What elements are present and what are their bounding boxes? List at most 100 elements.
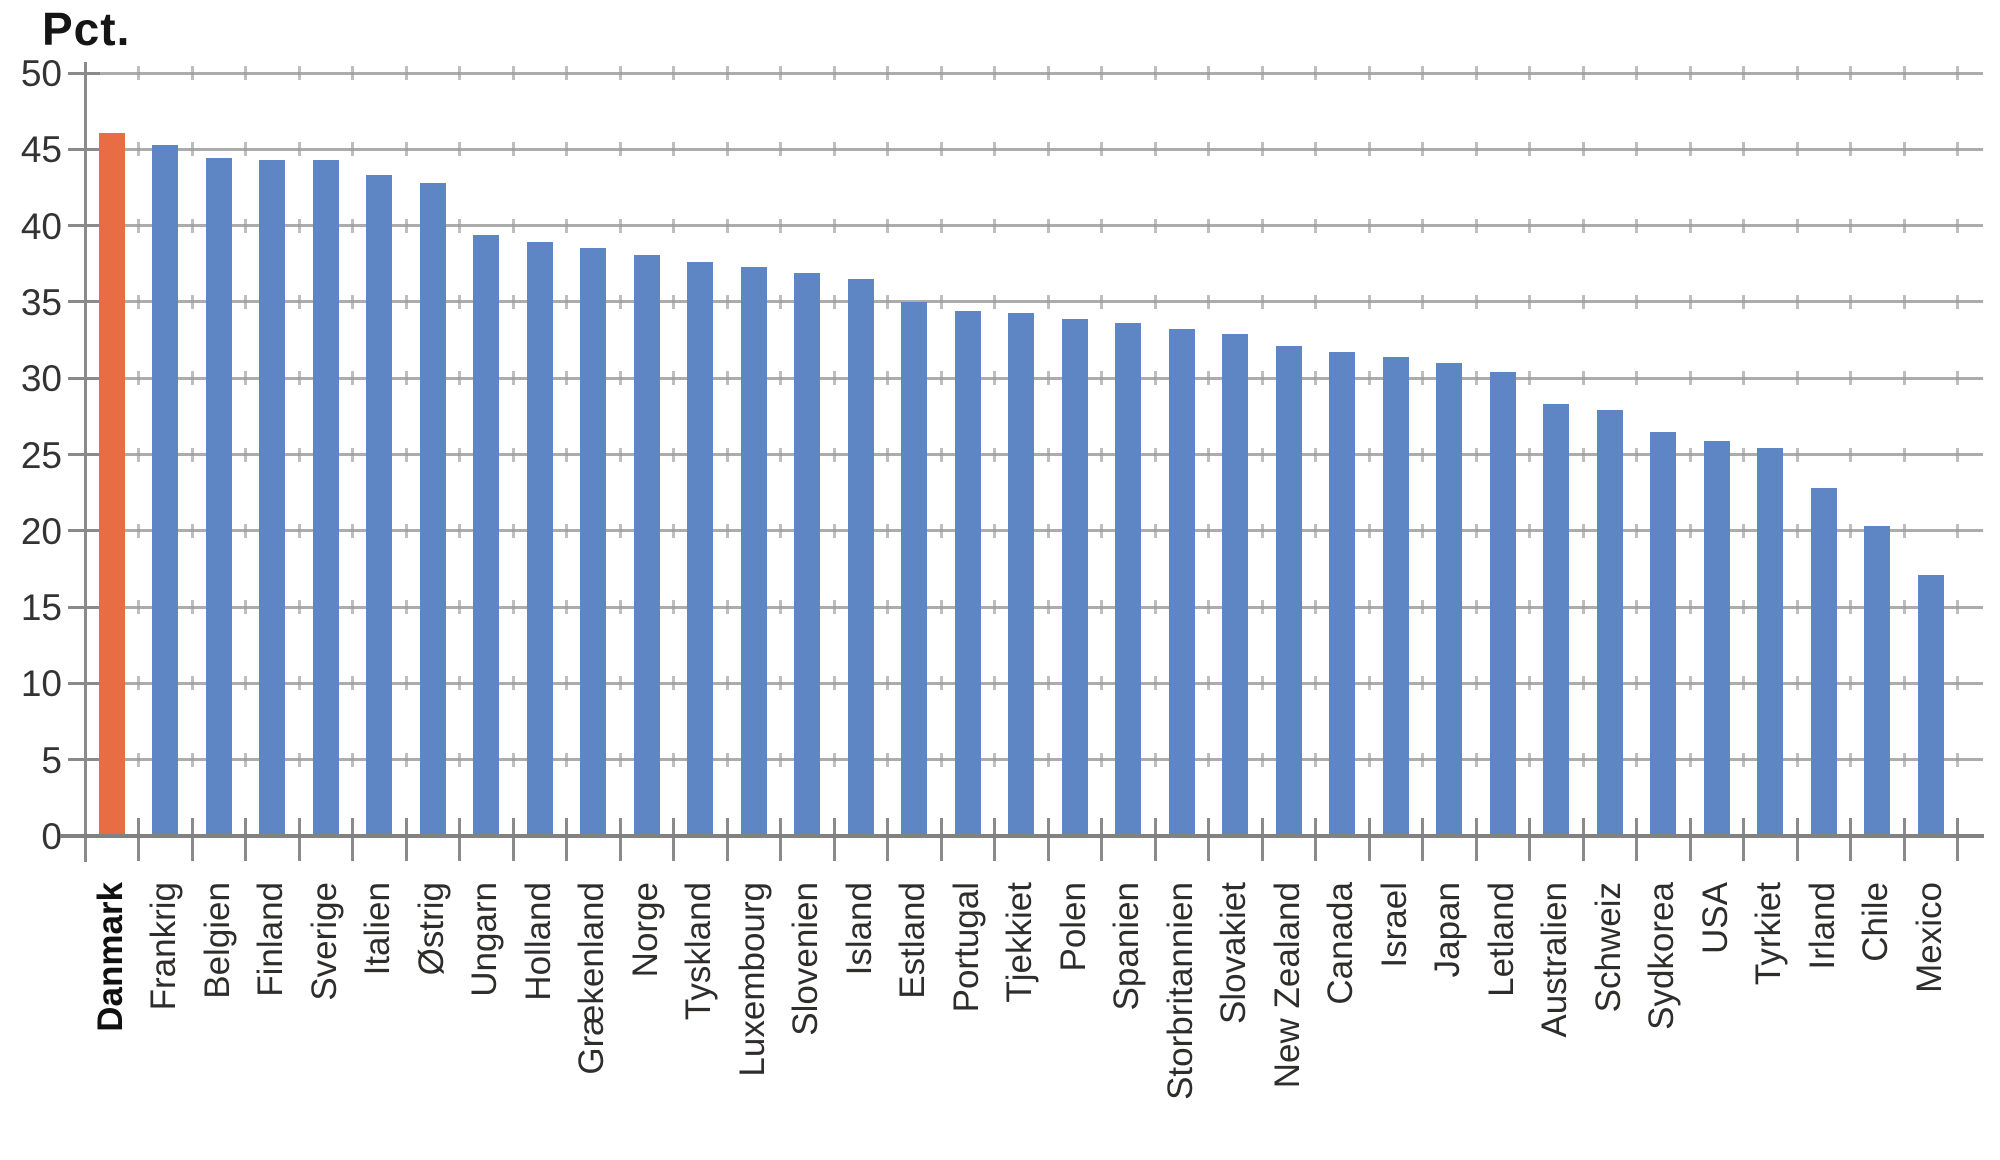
gridline-tick	[1314, 218, 1317, 233]
gridline-tick	[404, 447, 408, 462]
gridline-tick	[1849, 523, 1852, 538]
gridline-tick	[404, 66, 408, 80]
gridline-tick	[1528, 294, 1531, 309]
gridline-tick	[725, 142, 729, 157]
gridline-tick	[832, 371, 836, 386]
gridline-tick	[832, 294, 836, 309]
gridline-tick	[779, 523, 782, 538]
gridline-tick	[1260, 371, 1264, 386]
gridline-tick	[1367, 523, 1371, 538]
gridline-tick	[886, 142, 889, 157]
gridline-tick	[1046, 294, 1050, 309]
x-axis-label-canada: Canada	[1321, 882, 1361, 1005]
bar-polen	[1061, 318, 1088, 836]
gridline-tick	[565, 294, 568, 309]
gridline-tick	[1421, 142, 1424, 157]
x-axis-tick	[351, 818, 354, 861]
gridline-tick	[993, 523, 996, 538]
x-axis-tick	[565, 818, 568, 861]
gridline-tick	[190, 752, 194, 767]
gridline-tick	[1956, 371, 1959, 386]
gridline-tick	[1260, 676, 1264, 691]
gridline-35	[85, 300, 1983, 304]
gridline-tick	[1260, 447, 1264, 462]
gridline-tick	[1528, 600, 1531, 615]
y-axis-tick-label-15: 15	[20, 587, 62, 629]
x-axis-tick	[1153, 818, 1157, 861]
x-axis-label-schweiz: Schweiz	[1588, 882, 1628, 1013]
bar-finland	[259, 159, 286, 836]
gridline-tick	[1956, 66, 1959, 80]
x-axis-label-chile: Chile	[1856, 882, 1896, 962]
gridline-tick	[244, 218, 247, 233]
gridline-tick	[190, 447, 194, 462]
gridline-tick	[618, 371, 622, 386]
bar-japan	[1436, 362, 1463, 836]
gridline-tick	[244, 447, 247, 462]
gridline-tick	[137, 294, 140, 309]
gridline-tick	[993, 371, 996, 386]
x-axis-label-storbritannien: Storbritannien	[1160, 882, 1200, 1100]
gridline-tick	[1635, 523, 1638, 538]
x-axis-tick	[1046, 818, 1050, 861]
bar-new-zealand	[1275, 346, 1302, 836]
x-axis-label-tjekkiet: Tjekkiet	[1000, 882, 1040, 1003]
gridline-tick	[1528, 66, 1531, 80]
gridline-tick	[1849, 218, 1852, 233]
gridline-tick	[1153, 294, 1157, 309]
gridline-tick	[1688, 523, 1692, 538]
gridline-tick	[1742, 752, 1745, 767]
bar-holland	[526, 242, 553, 836]
gridline-tick	[832, 523, 836, 538]
gridline-tick	[1314, 447, 1317, 462]
gridline-tick	[297, 676, 301, 691]
gridline-tick	[1581, 218, 1585, 233]
gridline-tick	[1688, 600, 1692, 615]
gridline-tick	[404, 142, 408, 157]
gridline-tick	[351, 752, 354, 767]
x-axis-label-polen: Polen	[1053, 882, 1093, 972]
gridline-tick	[137, 447, 140, 462]
x-axis-label-danmark: Danmark	[90, 882, 130, 1032]
gridline-tick	[1100, 600, 1103, 615]
y-axis-tick-label-5: 5	[41, 739, 62, 781]
gridline-tick	[1207, 218, 1210, 233]
y-axis-tick-label-20: 20	[20, 510, 62, 552]
gridline-tick	[672, 66, 675, 80]
x-axis-tick	[1260, 818, 1264, 861]
gridline-tick	[1902, 142, 1906, 157]
gridline-tick	[672, 676, 675, 691]
bar-italien	[366, 175, 393, 836]
gridline-tick	[1795, 600, 1799, 615]
x-axis-label-mexico: Mexico	[1909, 882, 1949, 993]
bar-estland	[901, 301, 928, 836]
x-axis-label-slovenien: Slovenien	[786, 882, 826, 1036]
gridline-tick	[1367, 142, 1371, 157]
x-axis-tick	[1902, 818, 1906, 861]
gridline-tick	[1688, 447, 1692, 462]
gridline-tick	[244, 523, 247, 538]
x-axis-tick	[1421, 818, 1424, 861]
gridline-tick	[297, 142, 301, 157]
gridline-tick	[1528, 752, 1531, 767]
bar-slovakiet	[1222, 333, 1249, 836]
gridline-tick	[1100, 447, 1103, 462]
gridline-tick	[1314, 294, 1317, 309]
x-axis-tick	[1795, 818, 1799, 861]
gridline-tick	[1474, 447, 1478, 462]
bar-mexico	[1917, 575, 1944, 836]
gridline-tick	[351, 218, 354, 233]
x-axis-tick	[458, 818, 461, 861]
x-axis-tick	[832, 818, 836, 861]
gridline-tick	[1367, 447, 1371, 462]
gridline-tick	[1956, 294, 1959, 309]
x-axis-label-portugal: Portugal	[946, 882, 986, 1013]
gridline-tick	[1849, 752, 1852, 767]
gridline-tick	[886, 294, 889, 309]
gridline-tick	[1153, 218, 1157, 233]
gridline-tick	[1421, 600, 1424, 615]
gridline-tick	[511, 218, 515, 233]
gridline-tick	[1421, 447, 1424, 462]
gridline-tick	[1153, 66, 1157, 80]
